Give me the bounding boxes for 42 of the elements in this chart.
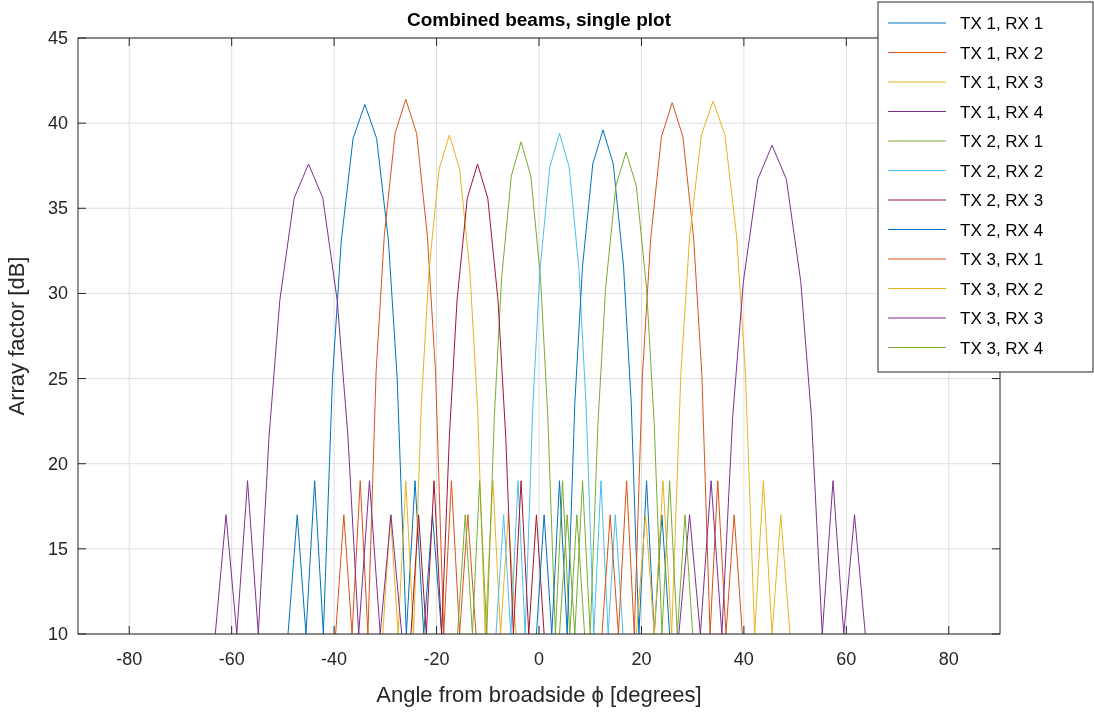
legend-label: TX 3, RX 4 — [960, 338, 1044, 358]
line-series — [535, 129, 671, 634]
line-series — [287, 103, 443, 634]
y-tick-label: 20 — [47, 453, 68, 474]
y-tick-label: 40 — [47, 113, 68, 134]
legend-label: TX 3, RX 1 — [960, 250, 1044, 269]
y-tick-label: 35 — [47, 198, 68, 219]
legend-label: TX 2, RX 1 — [960, 132, 1044, 151]
legend-label: TX 2, RX 2 — [960, 161, 1044, 181]
legend-label: TX 2, RX 3 — [960, 191, 1044, 210]
legend-label: TX 3, RX 3 — [960, 309, 1044, 328]
y-axis-title: Array factor [dB] — [4, 256, 29, 416]
legend-label: TX 1, RX 2 — [960, 43, 1044, 63]
x-tick-label: 60 — [836, 649, 857, 669]
legend-label: TX 1, RX 1 — [960, 14, 1044, 33]
y-tick-label: 25 — [47, 368, 68, 389]
line-series — [410, 163, 545, 634]
y-tick-label: 30 — [47, 283, 68, 304]
line-series — [678, 144, 866, 634]
legend-label: TX 3, RX 2 — [960, 279, 1044, 299]
x-tick-label: -60 — [218, 649, 245, 669]
legend-label: TX 1, RX 3 — [960, 73, 1044, 92]
y-tick-label: 15 — [47, 538, 68, 559]
legend-label: TX 2, RX 4 — [960, 220, 1044, 240]
x-tick-label: -80 — [116, 649, 143, 669]
x-tick-label: -20 — [423, 649, 450, 669]
y-tick-label: 45 — [47, 28, 68, 48]
line-series — [601, 102, 743, 634]
y-tick-label: 10 — [47, 624, 68, 644]
line-series — [635, 100, 791, 634]
line-series — [495, 132, 624, 634]
line-series — [335, 98, 477, 634]
x-tick-label: -40 — [321, 649, 348, 669]
x-axis-title: Angle from broadside ϕ [degrees] — [376, 682, 702, 707]
chart-title: Combined beams, single plot — [407, 9, 672, 30]
line-series — [214, 163, 403, 634]
x-tick-label: 20 — [631, 649, 652, 669]
line-series — [382, 134, 517, 634]
x-tick-label: 80 — [938, 649, 959, 669]
legend-label: TX 1, RX 4 — [960, 102, 1044, 122]
x-tick-label: 0 — [533, 649, 545, 669]
x-tick-label: 40 — [733, 649, 754, 669]
